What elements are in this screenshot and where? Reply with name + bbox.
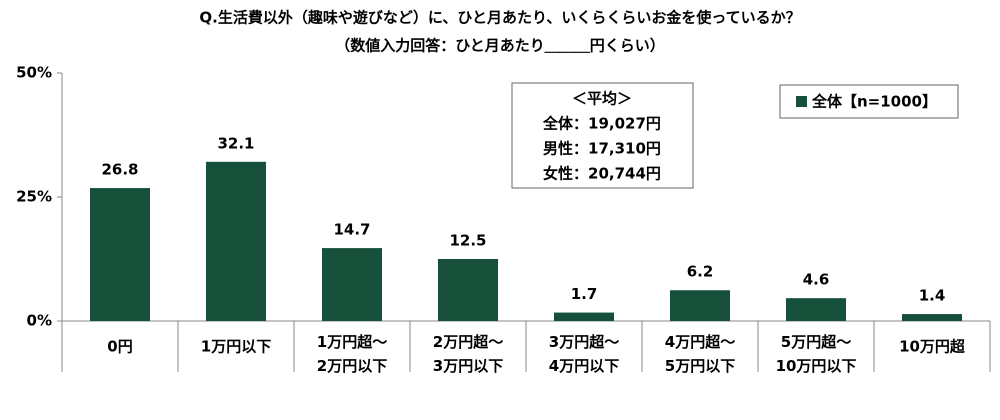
bar [322, 248, 382, 321]
annotation-text: ＜平均＞ [572, 90, 632, 108]
value-label: 1.4 [919, 287, 946, 305]
value-label: 12.5 [449, 232, 486, 250]
bar [554, 312, 614, 321]
value-label: 32.1 [217, 134, 254, 152]
bar [206, 161, 266, 321]
value-label: 6.2 [687, 263, 714, 281]
y-tick-label: 50% [16, 64, 52, 82]
value-label: 14.7 [333, 221, 370, 239]
x-tick-label: 0円 [107, 338, 132, 356]
legend-label: 全体【n=1000】 [811, 93, 937, 111]
legend-swatch [796, 96, 807, 107]
x-tick-label: 4万円超～ 5万円以下 [665, 333, 735, 375]
value-label: 1.7 [571, 285, 598, 303]
chart-subtitle: （数値入力回答：ひと月あたり＿＿＿円くらい） [335, 37, 665, 55]
bar [438, 259, 498, 321]
y-tick-label: 25% [16, 188, 52, 206]
annotation-text: 全体：19,027円 [542, 115, 661, 133]
x-tick-label: 5万円超～ 10万円以下 [776, 333, 857, 375]
legend-box [779, 84, 959, 119]
annotation-box [511, 82, 694, 189]
x-tick-label: 10万円超 [899, 338, 966, 356]
x-tick-label: 3万円超～ 4万円以下 [549, 333, 619, 375]
x-tick-label: 1万円以下 [201, 338, 271, 356]
value-label: 4.6 [803, 271, 830, 289]
value-label: 26.8 [101, 161, 138, 179]
chart-title: Q.生活費以外（趣味や遊びなど）に、ひと月あたり、いくらくらいお金を使っているか… [199, 9, 800, 27]
bar [670, 290, 730, 321]
x-tick-label: 2万円超～ 3万円以下 [433, 333, 503, 375]
bar [902, 314, 962, 321]
annotation-text: 女性：20,744円 [543, 165, 661, 183]
annotation-text: 男性：17,310円 [543, 140, 661, 158]
bar [786, 298, 846, 321]
bar [90, 188, 150, 321]
x-tick-label: 1万円超～ 2万円以下 [317, 333, 387, 375]
y-tick-label: 0% [27, 312, 52, 330]
